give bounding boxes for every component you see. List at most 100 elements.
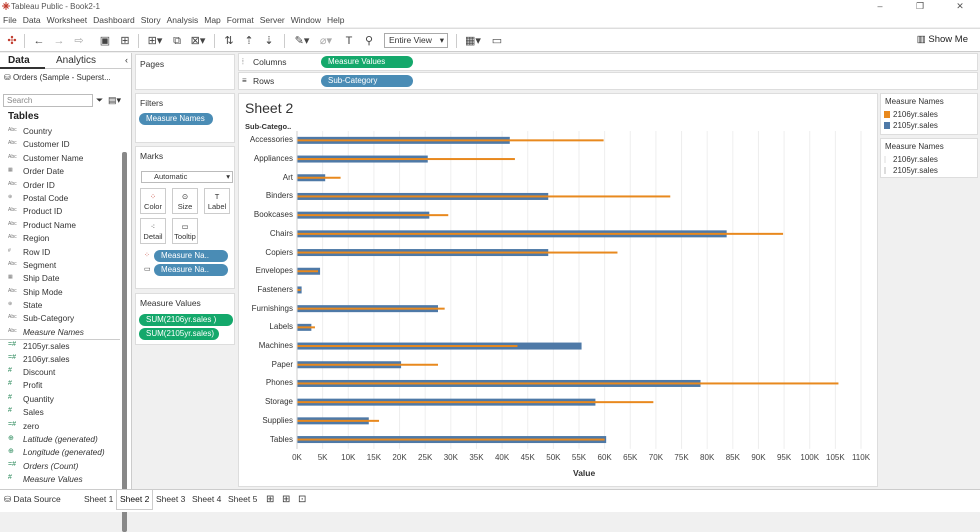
legend-item[interactable]: 2106yr.sales	[881, 154, 977, 165]
category-label[interactable]: Furnishings	[251, 303, 293, 313]
measure-field[interactable]: # Sales	[0, 406, 120, 419]
save-icon[interactable]: ▣	[99, 35, 111, 47]
detail-button[interactable]: ⁖ Detail	[140, 218, 166, 244]
sort-desc-icon[interactable]: ⇣	[264, 35, 274, 47]
highlight-icon[interactable]: ✎▾	[294, 35, 310, 47]
close-button[interactable]: ✕	[956, 1, 964, 11]
color-pill[interactable]: Measure Na..	[154, 250, 228, 262]
menu-story[interactable]: Story	[140, 15, 161, 25]
dimension-field[interactable]: Abc Customer ID	[0, 138, 120, 151]
measure-field[interactable]: =# 2106yr.sales	[0, 353, 120, 366]
category-label[interactable]: Tables	[269, 434, 293, 444]
tab-sheet-2[interactable]: Sheet 2	[116, 490, 154, 510]
presentation-icon[interactable]: ▭	[491, 35, 503, 47]
measure-field[interactable]: =# 2105yr.sales	[0, 339, 120, 352]
measure-field[interactable]: ⊕ Longitude (generated)	[0, 446, 120, 459]
category-label[interactable]: Art	[282, 172, 293, 182]
dimension-field[interactable]: Abc Product ID	[0, 205, 120, 218]
bar-2106yr-sales[interactable]	[297, 401, 654, 404]
menu-analysis[interactable]: Analysis	[166, 15, 199, 25]
measure-value-pill[interactable]: SUM(2106yr.sales )	[139, 314, 233, 326]
dimension-field[interactable]: Abc Measure Names	[0, 326, 120, 339]
undo-icon[interactable]: ←	[33, 35, 45, 47]
tableau-icon[interactable]: ✣	[7, 35, 17, 47]
measure-field[interactable]: =# zero	[0, 420, 120, 433]
mark-type-dropdown[interactable]: Automatic ▾	[141, 171, 233, 183]
replay-icon[interactable]: ⇨	[74, 35, 84, 47]
category-label[interactable]: Storage	[264, 397, 293, 407]
sheet-title[interactable]: Sheet 2	[245, 100, 294, 116]
legend-item[interactable]: 2106yr.sales	[881, 109, 977, 120]
menu-map[interactable]: Map	[204, 15, 221, 25]
tab-data-source[interactable]: ⛁ Data Source	[4, 494, 61, 505]
dimension-field[interactable]: Abc Region	[0, 232, 120, 245]
legend-item[interactable]: 2105yr.sales	[881, 165, 977, 176]
dimension-field[interactable]: # Row ID	[0, 246, 120, 259]
category-label[interactable]: Copiers	[265, 247, 293, 257]
dimension-field[interactable]: ⊕ State	[0, 299, 120, 312]
new-worksheet-icon[interactable]: ⊞▾	[147, 35, 163, 47]
category-label[interactable]: Chairs	[269, 228, 293, 238]
new-dashboard-icon[interactable]: ⊞	[282, 494, 291, 505]
category-label[interactable]: Bookcases	[253, 210, 293, 220]
show-cards-icon[interactable]: ▦▾	[465, 35, 481, 47]
measure-field[interactable]: # Measure Values	[0, 473, 120, 486]
menu-server[interactable]: Server	[259, 15, 285, 25]
measure-field[interactable]: # Quantity	[0, 393, 120, 406]
tab-data[interactable]: Data	[8, 55, 30, 66]
row-header[interactable]: Sub-Catego..	[245, 122, 292, 131]
show-me-button[interactable]: ▥ Show Me	[917, 34, 968, 45]
legend-item[interactable]: 2105yr.sales	[881, 120, 977, 131]
clear-icon[interactable]: ⊠▾	[190, 35, 206, 47]
menu-help[interactable]: Help	[327, 15, 345, 25]
measure-field[interactable]: ⊕ Latitude (generated)	[0, 433, 120, 446]
pages-card[interactable]: Pages	[135, 54, 235, 90]
bar-2106yr-sales[interactable]	[297, 232, 784, 235]
redo-icon[interactable]: →	[53, 35, 65, 47]
bar-2106yr-sales[interactable]	[297, 195, 671, 198]
bar-2106yr-sales[interactable]	[297, 214, 449, 217]
collapse-icon[interactable]: ‹	[125, 55, 128, 65]
filter-pill[interactable]: Measure Names	[139, 113, 213, 125]
rows-shelf[interactable]: ≡ Rows Sub-Category	[238, 72, 978, 90]
bar-2106yr-sales[interactable]	[297, 382, 839, 385]
new-worksheet-icon[interactable]: ⊞	[266, 494, 275, 505]
columns-shelf[interactable]: ⦙ Columns Measure Values	[238, 53, 978, 71]
category-label[interactable]: Appliances	[253, 154, 293, 164]
bar-2106yr-sales[interactable]	[297, 288, 301, 291]
tab-sheet-1[interactable]: Sheet 1	[84, 494, 114, 504]
category-label[interactable]: Accessories	[249, 135, 293, 145]
bar-2106yr-sales[interactable]	[297, 139, 604, 142]
sort-asc-icon[interactable]: ⇡	[244, 35, 254, 47]
new-story-icon[interactable]: ⊡	[298, 494, 307, 505]
tooltip-button[interactable]: ▭ Tooltip	[172, 218, 198, 244]
menu-dashboard[interactable]: Dashboard	[93, 15, 135, 25]
bar-2106yr-sales[interactable]	[297, 270, 319, 273]
bar-2106yr-sales[interactable]	[297, 345, 518, 348]
tooltip-pill[interactable]: Measure Na..	[154, 264, 228, 276]
bar-2106yr-sales[interactable]	[297, 419, 380, 422]
view-options-icon[interactable]: ▤▾	[108, 95, 122, 105]
measure-value-pill[interactable]: SUM(2105yr.sales)	[139, 328, 219, 340]
minimize-button[interactable]: –	[877, 1, 883, 11]
fit-dropdown[interactable]: Entire View ▾	[384, 33, 448, 48]
data-source[interactable]: ⛁ Orders (Sample - Superst...	[4, 73, 111, 82]
bar-2106yr-sales[interactable]	[297, 326, 315, 329]
dimension-field[interactable]: ⊕ Postal Code	[0, 192, 120, 205]
filter-icon[interactable]: ⏷	[96, 95, 104, 105]
measure-field[interactable]: =# Orders (Count)	[0, 460, 120, 473]
tooltip-legend[interactable]: Measure Names 2106yr.sales 2105yr.sales	[880, 138, 978, 178]
color-legend[interactable]: Measure Names 2106yr.sales 2105yr.sales	[880, 93, 978, 135]
menu-file[interactable]: File	[3, 15, 17, 25]
tab-sheet-4[interactable]: Sheet 4	[192, 494, 222, 504]
menu-format[interactable]: Format	[226, 15, 254, 25]
bar-2106yr-sales[interactable]	[297, 251, 618, 254]
category-label[interactable]: Supplies	[262, 415, 293, 425]
tab-sheet-3[interactable]: Sheet 3	[156, 494, 186, 504]
bar-2106yr-sales[interactable]	[297, 158, 515, 161]
size-button[interactable]: ⊙ Size	[172, 188, 198, 214]
add-datasource-icon[interactable]: ⊞	[120, 35, 130, 47]
dimension-field[interactable]: ▦ Ship Date	[0, 272, 120, 285]
measure-field[interactable]: # Profit	[0, 379, 120, 392]
bar-2106yr-sales[interactable]	[297, 176, 341, 179]
